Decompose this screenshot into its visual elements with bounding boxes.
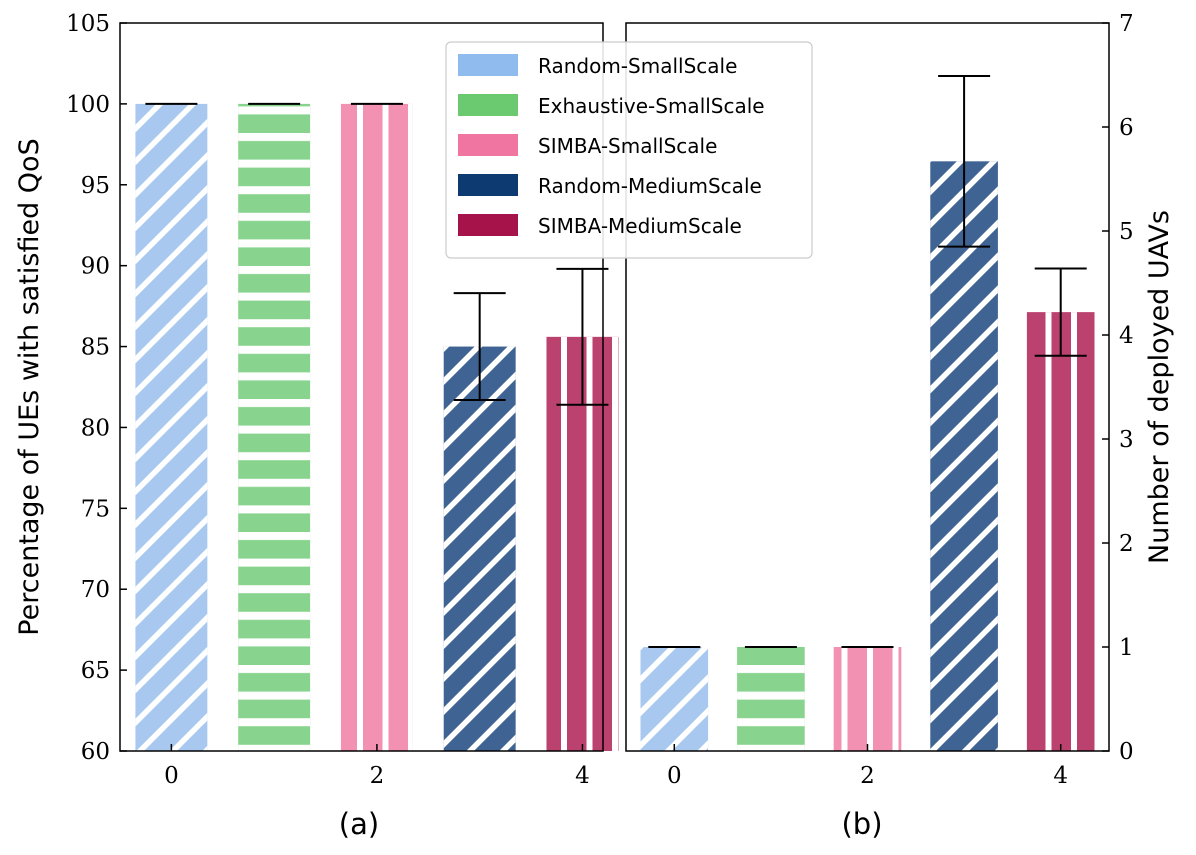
legend-label-random-smallscale: Random-SmallScale bbox=[538, 54, 737, 78]
svg-text:4: 4 bbox=[1119, 323, 1134, 349]
svg-text:4: 4 bbox=[1053, 763, 1068, 789]
svg-text:75: 75 bbox=[81, 496, 110, 522]
legend-entry-random-smallscale: Random-SmallScale bbox=[458, 54, 737, 78]
svg-text:5: 5 bbox=[1119, 219, 1134, 245]
legend-entry-exhaustive-smallscale: Exhaustive-SmallScale bbox=[458, 94, 765, 118]
svg-text:2: 2 bbox=[860, 763, 875, 789]
legend-box bbox=[445, 41, 813, 259]
panel-a-y-tick-60: 60 bbox=[81, 739, 127, 765]
panel-a-x-tick-4: 4 bbox=[575, 744, 590, 789]
panel-b-bar-hatch-random-smallscale bbox=[640, 647, 709, 751]
panel-b-x-tick-2: 2 bbox=[860, 744, 875, 789]
panel-a-frame bbox=[119, 22, 604, 752]
panel-b-y-tick-3: 3 bbox=[1102, 427, 1134, 453]
svg-text:90: 90 bbox=[81, 254, 110, 280]
panel-a-bar-hatch-exhaustive-smallscale bbox=[238, 103, 311, 751]
panel-a-y-ticks: 60 65 70 75 80 85 90 95 100 105 bbox=[66, 11, 127, 765]
panel-b-caption: (b) bbox=[841, 807, 882, 841]
svg-text:7: 7 bbox=[1119, 11, 1134, 37]
panel-b-error-bars bbox=[648, 75, 1087, 648]
legend-label-random-mediumscale: Random-MediumScale bbox=[538, 174, 762, 198]
panel-b-y-ticks: 0 1 2 3 4 5 6 7 bbox=[1102, 11, 1134, 765]
panel-a-caption: (a) bbox=[339, 807, 379, 841]
panel-a-x-tick-0: 0 bbox=[164, 744, 179, 789]
panel-b: 0 1 2 3 4 5 6 7 0 2 4 Number of deployed UAVs (b) bbox=[625, 11, 1175, 841]
svg-text:80: 80 bbox=[81, 415, 110, 441]
svg-text:1: 1 bbox=[1119, 635, 1134, 661]
panel-b-bar-hatch-simba-mediumscale bbox=[1026, 312, 1095, 751]
svg-text:0: 0 bbox=[1119, 739, 1134, 765]
panel-b-error-bar-simba-mediumscale bbox=[1034, 267, 1087, 357]
panel-b-y-tick-7: 7 bbox=[1102, 11, 1134, 37]
svg-text:100: 100 bbox=[66, 92, 110, 118]
svg-text:6: 6 bbox=[1119, 115, 1134, 141]
svg-text:85: 85 bbox=[81, 335, 110, 361]
legend-label-simba-smallscale: SIMBA-SmallScale bbox=[538, 134, 717, 158]
panel-a: 60 65 70 75 80 85 90 95 100 105 0 2 4 Percentage of… bbox=[14, 11, 619, 841]
panel-b-y-tick-4: 4 bbox=[1102, 323, 1134, 349]
svg-text:65: 65 bbox=[81, 658, 110, 684]
svg-text:95: 95 bbox=[81, 173, 110, 199]
panel-b-y-tick-1: 1 bbox=[1102, 635, 1134, 661]
panel-b-x-ticks: 0 2 4 bbox=[667, 744, 1068, 789]
panel-a-y-tick-105: 105 bbox=[66, 11, 127, 37]
panel-b-bar-hatch-random-mediumscale bbox=[930, 161, 998, 751]
panel-b-y-tick-6: 6 bbox=[1102, 115, 1134, 141]
legend: Random-SmallScale Exhaustive-SmallScale SI… bbox=[445, 41, 813, 259]
svg-text:4: 4 bbox=[575, 763, 590, 789]
panel-b-y-axis-label: Number of deployed UAVs bbox=[1144, 210, 1175, 564]
panel-b-bar-hatch-simba-smallscale bbox=[833, 647, 902, 751]
legend-swatch-simba-mediumscale bbox=[458, 214, 518, 236]
legend-entry-simba-mediumscale: SIMBA-MediumScale bbox=[458, 214, 742, 238]
panel-a-x-ticks: 0 2 4 bbox=[164, 744, 590, 789]
legend-label-simba-mediumscale: SIMBA-MediumScale bbox=[538, 214, 742, 238]
legend-swatch-exhaustive-smallscale bbox=[458, 94, 518, 116]
panel-b-bar-hatch-exhaustive-smallscale bbox=[737, 647, 805, 751]
panel-b-y-tick-0: 0 bbox=[1102, 739, 1134, 765]
svg-text:0: 0 bbox=[667, 763, 682, 789]
panel-a-bar-hatch-simba-smallscale bbox=[340, 103, 413, 751]
panel-b-y-tick-2: 2 bbox=[1102, 531, 1134, 557]
panel-a-bars bbox=[135, 103, 619, 751]
panel-a-error-bar-simba-mediumscale bbox=[556, 267, 609, 406]
panel-b-y-tick-5: 5 bbox=[1102, 219, 1134, 245]
svg-text:60: 60 bbox=[81, 739, 110, 765]
svg-text:2: 2 bbox=[1119, 531, 1134, 557]
svg-text:105: 105 bbox=[66, 11, 110, 37]
legend-label-exhaustive-smallscale: Exhaustive-SmallScale bbox=[538, 94, 765, 118]
panel-a-y-tick-75: 75 bbox=[81, 496, 127, 522]
panel-b-x-tick-0: 0 bbox=[667, 744, 682, 789]
panel-b-error-bar-random-mediumscale bbox=[938, 75, 991, 248]
legend-entry-simba-smallscale: SIMBA-SmallScale bbox=[458, 134, 717, 158]
panel-a-bar-hatch-random-mediumscale bbox=[443, 346, 516, 751]
panel-a-y-tick-100: 100 bbox=[66, 92, 127, 118]
legend-swatch-simba-smallscale bbox=[458, 134, 518, 156]
panel-b-bars bbox=[640, 161, 1095, 751]
panel-a-y-tick-95: 95 bbox=[81, 173, 127, 199]
panel-a-bar-hatch-simba-mediumscale bbox=[546, 336, 619, 751]
legend-swatch-random-mediumscale bbox=[458, 174, 518, 196]
panel-a-bar-hatch-random-smallscale bbox=[135, 103, 208, 751]
panel-a-x-tick-2: 2 bbox=[370, 744, 385, 789]
svg-text:3: 3 bbox=[1119, 427, 1134, 453]
svg-text:0: 0 bbox=[164, 763, 179, 789]
svg-text:2: 2 bbox=[370, 763, 385, 789]
panel-a-y-tick-65: 65 bbox=[81, 658, 127, 684]
legend-entry-random-mediumscale: Random-MediumScale bbox=[458, 174, 762, 198]
panel-a-error-bars bbox=[145, 102, 609, 406]
panel-a-y-tick-80: 80 bbox=[81, 415, 127, 441]
legend-swatch-random-smallscale bbox=[458, 54, 518, 76]
panel-b-x-tick-4: 4 bbox=[1053, 744, 1068, 789]
panel-a-y-axis-label: Percentage of UEs with satisfied QoS bbox=[14, 138, 45, 635]
svg-text:70: 70 bbox=[81, 577, 110, 603]
panel-a-error-bar-random-mediumscale bbox=[453, 292, 506, 401]
panel-a-y-tick-85: 85 bbox=[81, 335, 127, 361]
panel-a-y-tick-70: 70 bbox=[81, 577, 127, 603]
panel-a-y-tick-90: 90 bbox=[81, 254, 127, 280]
